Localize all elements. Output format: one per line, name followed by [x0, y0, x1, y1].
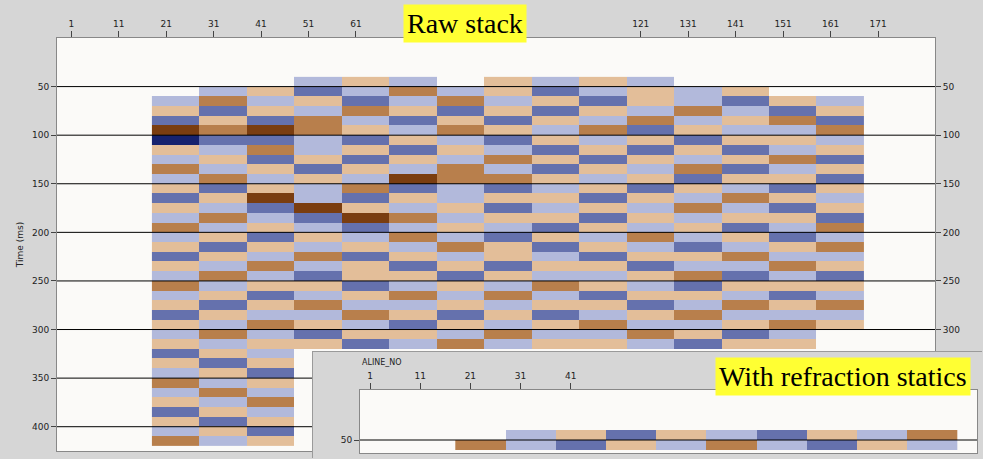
- svg-text:131: 131: [680, 19, 697, 29]
- svg-text:150: 150: [32, 179, 49, 189]
- svg-text:21: 21: [465, 371, 476, 381]
- svg-text:Time (ms): Time (ms): [15, 222, 25, 268]
- svg-text:31: 31: [515, 371, 526, 381]
- svg-text:150: 150: [943, 179, 960, 189]
- svg-text:141: 141: [727, 19, 744, 29]
- svg-text:100: 100: [32, 130, 49, 140]
- svg-text:50: 50: [38, 82, 50, 92]
- svg-text:50: 50: [341, 435, 353, 445]
- svg-text:250: 250: [32, 276, 49, 286]
- svg-text:Raw stack: Raw stack: [407, 8, 523, 39]
- svg-text:350: 350: [32, 373, 49, 383]
- svg-text:200: 200: [32, 228, 49, 238]
- svg-text:400: 400: [32, 422, 49, 432]
- svg-text:300: 300: [32, 325, 49, 335]
- svg-text:100: 100: [943, 130, 960, 140]
- svg-text:121: 121: [632, 19, 649, 29]
- svg-text:11: 11: [414, 371, 425, 381]
- svg-text:300: 300: [943, 325, 960, 335]
- svg-text:41: 41: [255, 19, 266, 29]
- svg-text:61: 61: [350, 19, 361, 29]
- svg-text:151: 151: [775, 19, 792, 29]
- svg-text:161: 161: [822, 19, 839, 29]
- svg-text:51: 51: [303, 19, 314, 29]
- svg-text:1: 1: [367, 371, 373, 381]
- svg-text:ALINE_NO: ALINE_NO: [362, 358, 402, 367]
- svg-text:1: 1: [68, 19, 74, 29]
- svg-text:50: 50: [943, 82, 955, 92]
- svg-text:250: 250: [943, 276, 960, 286]
- svg-text:200: 200: [943, 228, 960, 238]
- svg-text:31: 31: [208, 19, 219, 29]
- svg-text:400: 400: [943, 422, 960, 432]
- svg-text:41: 41: [565, 371, 576, 381]
- svg-text:With refraction statics: With refraction statics: [719, 361, 967, 392]
- svg-text:350: 350: [943, 373, 960, 383]
- svg-text:11: 11: [113, 19, 124, 29]
- svg-text:171: 171: [869, 19, 886, 29]
- svg-text:21: 21: [160, 19, 171, 29]
